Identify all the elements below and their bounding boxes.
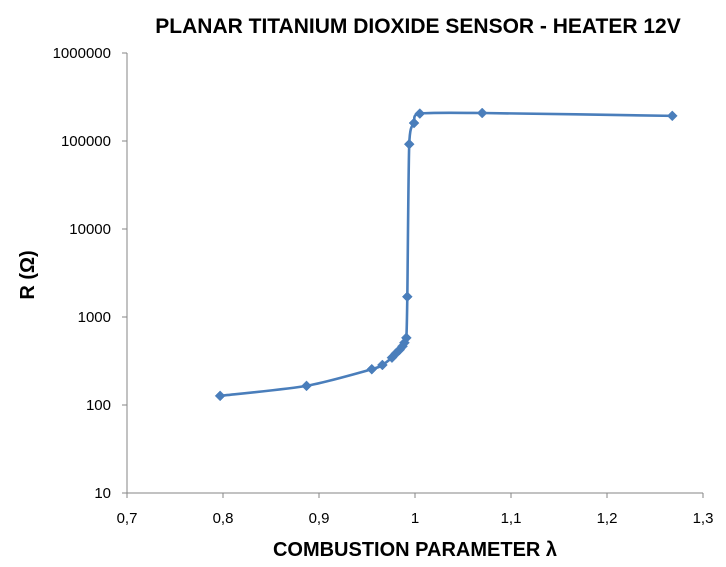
x-tick-label: 1,2: [597, 510, 618, 527]
data-point-marker: [301, 380, 312, 392]
data-point-marker: [476, 107, 488, 119]
data-series: [214, 107, 678, 402]
y-axis-title: R (Ω): [17, 250, 39, 299]
data-point-marker: [408, 117, 420, 129]
y-tick-label: 100: [86, 397, 111, 414]
x-tick-label: 1,3: [693, 510, 714, 527]
data-point-marker: [377, 359, 388, 371]
x-axis-title: COMBUSTION PARAMETER λ: [273, 539, 557, 561]
tick-labels: 10 100 1000 10000 100000 1000000 0,7 0,8 0,9 1 1,1…: [53, 45, 714, 527]
data-point-marker: [214, 390, 226, 402]
y-tick-label: 1000: [78, 309, 111, 326]
y-tick-label: 100000: [61, 133, 111, 150]
y-tick-label: 1000000: [53, 45, 111, 62]
data-point-marker: [666, 110, 678, 122]
x-tick-label: 1: [411, 510, 419, 527]
x-tick-label: 0,8: [213, 510, 234, 527]
data-point-marker: [366, 363, 378, 375]
x-tick-label: 0,9: [309, 510, 330, 527]
axes: [122, 52, 704, 498]
x-tick-label: 0,7: [117, 510, 138, 527]
data-point-marker: [414, 108, 426, 119]
y-tick-label: 10: [94, 485, 111, 502]
data-point-marker: [401, 291, 413, 303]
x-tick-label: 1,1: [501, 510, 522, 527]
series-line: [219, 111, 673, 398]
data-point-marker: [403, 138, 415, 150]
y-tick-label: 10000: [69, 221, 111, 238]
chart-title: PLANAR TITANIUM DIOXIDE SENSOR - HEATER …: [155, 15, 680, 38]
data-point-marker: [401, 332, 412, 344]
